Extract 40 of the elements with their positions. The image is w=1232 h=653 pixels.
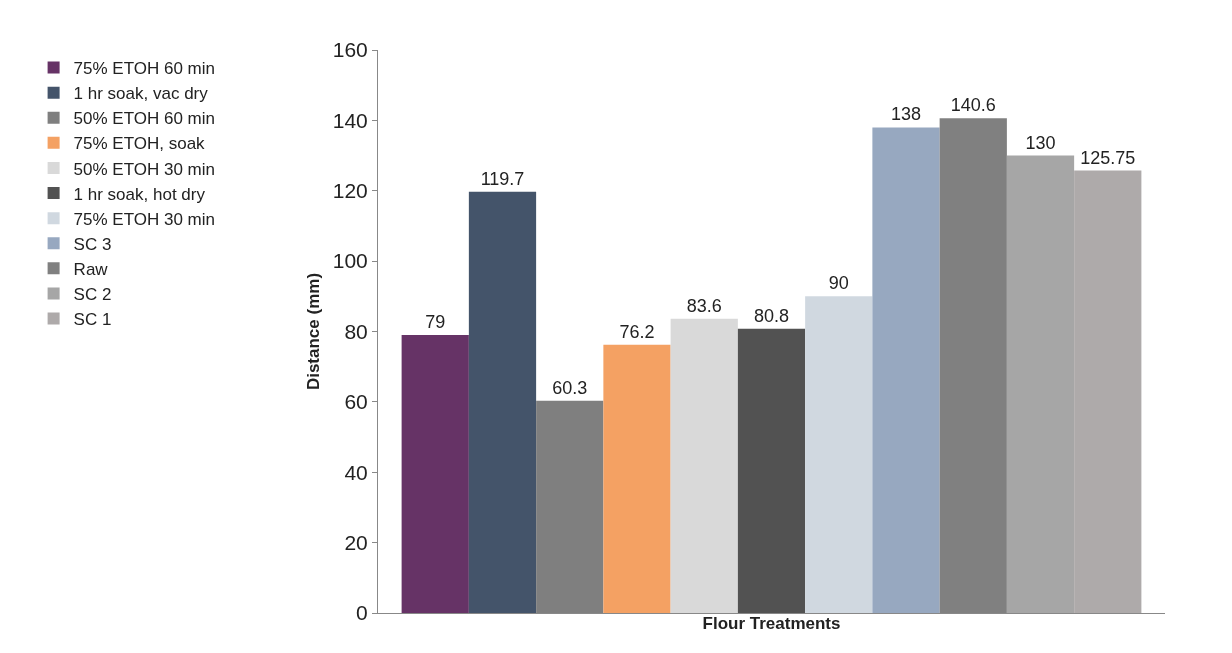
data-label: 83.6 bbox=[686, 295, 722, 316]
y-tick-label: 0 bbox=[356, 601, 368, 625]
legend-label: SC 2 bbox=[73, 285, 112, 305]
data-label: 130 bbox=[1025, 132, 1056, 153]
legend-label: Raw bbox=[73, 259, 109, 279]
data-label: 125.75 bbox=[1080, 147, 1136, 168]
legend-label: 75% ETOH, soak bbox=[73, 134, 206, 154]
data-label: 76.2 bbox=[619, 321, 655, 342]
bar bbox=[603, 344, 671, 613]
y-tick-label: 160 bbox=[332, 38, 368, 62]
data-label: 79 bbox=[425, 312, 446, 333]
y-tick-label: 120 bbox=[332, 179, 368, 203]
bar bbox=[401, 335, 469, 613]
bar bbox=[737, 328, 806, 613]
data-label: 138 bbox=[890, 104, 922, 125]
y-tick-label: 60 bbox=[344, 390, 368, 414]
legend-label: SC 1 bbox=[73, 310, 112, 330]
data-label: 119.7 bbox=[480, 168, 525, 189]
y-tick-label: 80 bbox=[344, 319, 368, 343]
legend-label: 50% ETOH 30 min bbox=[73, 159, 216, 179]
legend-label: 50% ETOH 60 min bbox=[73, 109, 216, 129]
legend-label: 75% ETOH 60 min bbox=[73, 59, 216, 79]
bar bbox=[468, 191, 537, 613]
y-tick-label: 40 bbox=[344, 460, 368, 484]
bar bbox=[872, 127, 940, 613]
y-tick-label: 20 bbox=[344, 530, 368, 554]
y-tick-label: 100 bbox=[332, 249, 368, 273]
legend-label: 1 hr soak, hot dry bbox=[73, 184, 206, 204]
data-label: 60.3 bbox=[552, 377, 588, 398]
legend-label: 1 hr soak, vac dry bbox=[73, 84, 209, 104]
legend-label: SC 3 bbox=[73, 234, 112, 254]
data-label: 90 bbox=[828, 273, 849, 294]
bar bbox=[670, 318, 738, 613]
x-axis-title: Flour Treatments bbox=[702, 614, 841, 634]
y-axis-title: Distance (mm) bbox=[304, 272, 324, 391]
bar bbox=[805, 296, 873, 613]
data-label: 140.6 bbox=[950, 95, 996, 116]
legend-label: 75% ETOH 30 min bbox=[73, 209, 216, 229]
data-label: 80.8 bbox=[753, 305, 790, 326]
y-tick-label: 140 bbox=[332, 108, 368, 132]
